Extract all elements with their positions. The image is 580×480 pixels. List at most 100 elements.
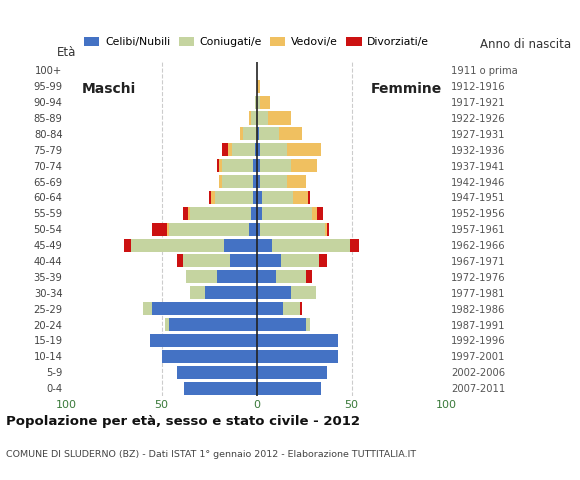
Bar bbox=[257, 111, 268, 124]
Text: Femmine: Femmine bbox=[371, 83, 442, 96]
Bar bbox=[183, 207, 188, 220]
Bar bbox=[255, 143, 257, 156]
Bar bbox=[306, 318, 310, 331]
Bar bbox=[152, 302, 257, 315]
Bar bbox=[257, 96, 260, 108]
Bar bbox=[283, 302, 300, 315]
Bar bbox=[240, 127, 244, 140]
Text: Maschi: Maschi bbox=[82, 83, 136, 96]
Bar bbox=[249, 111, 251, 124]
Text: Anno di nascita: Anno di nascita bbox=[480, 38, 571, 51]
Bar bbox=[249, 223, 257, 236]
Bar bbox=[260, 159, 291, 172]
Bar bbox=[325, 223, 327, 236]
Bar bbox=[131, 239, 224, 252]
Bar bbox=[255, 96, 257, 108]
Bar bbox=[257, 254, 281, 267]
Bar bbox=[259, 127, 280, 140]
Bar bbox=[272, 239, 350, 252]
Bar bbox=[260, 223, 325, 236]
Bar bbox=[280, 127, 302, 140]
Bar bbox=[253, 159, 257, 172]
Bar bbox=[257, 382, 321, 395]
Bar bbox=[177, 254, 183, 267]
Bar bbox=[168, 223, 169, 236]
Bar bbox=[223, 159, 253, 172]
Bar bbox=[228, 143, 232, 156]
Bar bbox=[223, 175, 253, 188]
Bar bbox=[317, 207, 323, 220]
Bar bbox=[143, 302, 152, 315]
Text: Popolazione per età, sesso e stato civile - 2012: Popolazione per età, sesso e stato civil… bbox=[6, 415, 360, 428]
Bar bbox=[169, 223, 249, 236]
Bar bbox=[311, 207, 317, 220]
Bar bbox=[211, 191, 215, 204]
Bar bbox=[306, 270, 311, 283]
Bar bbox=[260, 96, 270, 108]
Bar bbox=[257, 223, 260, 236]
Bar bbox=[253, 175, 257, 188]
Bar bbox=[190, 207, 251, 220]
Bar bbox=[224, 239, 257, 252]
Bar bbox=[215, 191, 253, 204]
Bar bbox=[183, 254, 230, 267]
Bar bbox=[257, 127, 259, 140]
Bar bbox=[217, 159, 219, 172]
Bar bbox=[257, 239, 272, 252]
Bar bbox=[257, 366, 327, 379]
Bar bbox=[268, 111, 291, 124]
Bar bbox=[257, 175, 260, 188]
Bar bbox=[291, 286, 316, 299]
Bar bbox=[300, 302, 302, 315]
Bar bbox=[219, 175, 223, 188]
Bar bbox=[257, 80, 260, 93]
Bar bbox=[257, 159, 260, 172]
Bar bbox=[287, 143, 321, 156]
Bar bbox=[260, 175, 287, 188]
Text: Età: Età bbox=[57, 46, 77, 59]
Bar bbox=[251, 207, 257, 220]
Bar bbox=[350, 239, 359, 252]
Bar bbox=[257, 350, 338, 363]
Bar bbox=[244, 127, 257, 140]
Bar bbox=[152, 223, 168, 236]
Bar bbox=[257, 270, 276, 283]
Bar bbox=[262, 191, 293, 204]
Bar bbox=[169, 318, 257, 331]
Bar bbox=[251, 111, 257, 124]
Bar bbox=[257, 207, 262, 220]
Bar bbox=[150, 334, 257, 347]
Bar bbox=[162, 350, 257, 363]
Bar bbox=[188, 207, 190, 220]
Bar bbox=[276, 270, 306, 283]
Bar bbox=[257, 302, 283, 315]
Bar bbox=[186, 270, 217, 283]
Bar bbox=[262, 207, 311, 220]
Bar bbox=[257, 143, 260, 156]
Bar bbox=[230, 254, 257, 267]
Bar bbox=[184, 382, 257, 395]
Bar bbox=[205, 286, 257, 299]
Bar bbox=[209, 191, 211, 204]
Bar bbox=[124, 239, 131, 252]
Bar bbox=[190, 286, 205, 299]
Bar bbox=[291, 159, 317, 172]
Bar bbox=[327, 223, 329, 236]
Legend: Celibi/Nubili, Coniugati/e, Vedovi/e, Divorziati/e: Celibi/Nubili, Coniugati/e, Vedovi/e, Di… bbox=[80, 33, 433, 52]
Bar bbox=[320, 254, 327, 267]
Bar bbox=[293, 191, 308, 204]
Text: COMUNE DI SLUDERNO (BZ) - Dati ISTAT 1° gennaio 2012 - Elaborazione TUTTITALIA.I: COMUNE DI SLUDERNO (BZ) - Dati ISTAT 1° … bbox=[6, 450, 416, 459]
Bar bbox=[217, 270, 257, 283]
Bar bbox=[308, 191, 310, 204]
Bar bbox=[253, 191, 257, 204]
Bar bbox=[257, 286, 291, 299]
Bar bbox=[281, 254, 320, 267]
Bar bbox=[257, 318, 306, 331]
Bar bbox=[165, 318, 169, 331]
Bar bbox=[223, 143, 228, 156]
Bar bbox=[232, 143, 255, 156]
Bar bbox=[260, 143, 287, 156]
Bar bbox=[219, 159, 223, 172]
Bar bbox=[287, 175, 306, 188]
Bar bbox=[257, 334, 338, 347]
